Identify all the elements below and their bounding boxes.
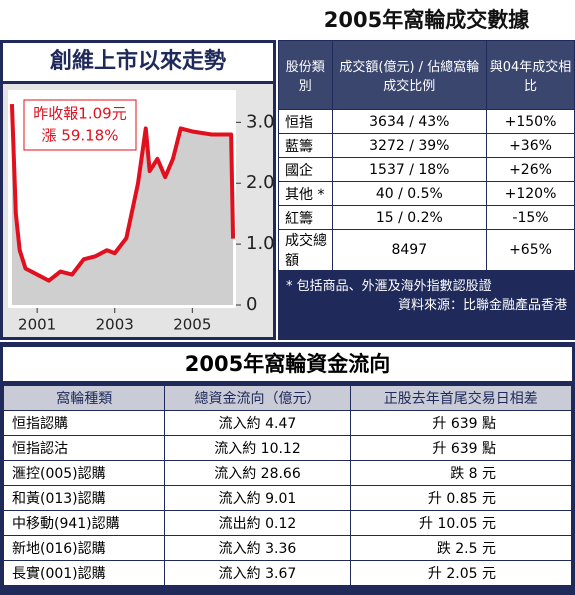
header-row: 股份類別 成交額(億元) / 佔總窩輪成交比例 與04年成交相比 [278,40,575,110]
row: 其他 * 40 / 0.5% +120% [278,181,575,206]
cell: 升 0.85 元 [349,485,573,511]
header-cell: 與04年成交相比 [486,40,575,110]
x-tick-label: 2001 [18,316,56,334]
cell: 升 639 點 [349,435,573,461]
cell: 恒指 [278,109,333,134]
cell: +65% [486,229,575,271]
y-tick-label: 2.0 [246,172,275,193]
cell: 流入約 10.12 [164,435,351,461]
cell: 其他 * [278,181,333,206]
turnover-table: 股份類別 成交額(億元) / 佔總窩輪成交比例 與04年成交相比 恒指 3634 / 4… [278,40,575,271]
row: 新地(016)認購 流入約 3.36 跌 2.5 元 [2,535,573,561]
header-cell: 正股去年首尾交易日相差 [349,385,573,411]
x-tick-label: 2003 [96,316,134,334]
cell: 升 2.05 元 [349,560,573,586]
row: 恒指 3634 / 43% +150% [278,109,575,134]
cell: 紅籌 [278,205,333,230]
cell: +26% [486,157,575,182]
y-tick-label: 3.0 [246,111,275,132]
flow-table: 窩輪種類 總資金流向（億元） 正股去年首尾交易日相差 恒指認購 流入約 4.47 升 63… [2,385,573,586]
row: 藍籌 3272 / 39% +36% [278,133,575,158]
cell: 40 / 0.5% [331,181,488,206]
annotation: 漲 59.18% [42,127,119,145]
cell: 跌 8 元 [349,460,573,486]
cell: 滙控(005)認購 [2,460,166,486]
cell: 藍籌 [278,133,333,158]
cell: +120% [486,181,575,206]
cell: 長實(001)認購 [2,560,166,586]
row: 成交總額 8497 +65% [278,229,575,271]
header-cell: 股份類別 [278,40,333,110]
table-title: 2005年窩輪資金流向 [3,347,572,381]
cell: 流入約 3.67 [164,560,351,586]
cell: 新地(016)認購 [2,535,166,561]
header-cell: 窩輪種類 [2,385,166,411]
annotation-box [23,99,137,151]
cell: 成交總額 [278,229,333,271]
cell: 15 / 0.2% [331,205,488,230]
row: 和黃(013)認購 流入約 9.01 升 0.85 元 [2,485,573,511]
row: 恒指認購 流入約 4.47 升 639 點 [2,410,573,436]
table-title: 2005年窩輪成交數據 [323,8,530,32]
area [11,104,234,306]
cell: 3634 / 43% [331,109,488,134]
annotation: 昨收報1.09元 [33,105,126,123]
cell: 流入約 9.01 [164,485,351,511]
cell: -15% [486,205,575,230]
cell: 中移動(941)認購 [2,510,166,536]
cell: 跌 2.5 元 [349,535,573,561]
chart-title: 創維上市以來走勢 [3,43,273,81]
cell: 流出約 0.12 [164,510,351,536]
row: 中移動(941)認購 流出約 0.12 升 10.05 元 [2,510,573,536]
x-tick-label: 2005 [173,316,211,334]
row: 國企 1537 / 18% +26% [278,157,575,182]
cell: +150% [486,109,575,134]
row: 恒指認沽 流入約 10.12 升 639 點 [2,435,573,461]
header-cell: 總資金流向（億元） [164,385,351,411]
cell: 升 639 點 [349,410,573,436]
row: 紅籌 15 / 0.2% -15% [278,205,575,230]
cell: 和黃(013)認購 [2,485,166,511]
cell: 恒指認沽 [2,435,166,461]
cell: 升 10.05 元 [349,510,573,536]
row: 滙控(005)認購 流入約 28.66 跌 8 元 [2,460,573,486]
chart-panel: 0 1.0 2.0 3.0 2001 2003 2005 昨收報1.09元漲 59.18% 創… [0,40,276,340]
line [9,104,236,283]
header-row: 窩輪種類 總資金流向（億元） 正股去年首尾交易日相差 [2,385,573,411]
source: 資料來源：比聯金融產品香港 [397,298,567,313]
cell: +36% [486,133,575,158]
cell: 8497 [331,229,488,271]
cell: 流入約 28.66 [164,460,351,486]
cell: 流入約 3.36 [164,535,351,561]
row: 長實(001)認購 流入約 3.67 升 2.05 元 [2,560,573,586]
cell: 恒指認購 [2,410,166,436]
footer: * 包括商品、外滙及海外指數認股證 資料來源：比聯金融產品香港 [278,271,575,321]
footnote: * 包括商品、外滙及海外指數認股證 [286,279,492,294]
y-tick-label: 1.0 [246,233,275,254]
flow-panel: 2005年窩輪資金流向 窩輪種類 總資金流向（億元） 正股去年首尾交易日相差 恒指認購… [0,342,575,595]
turnover-panel: 股份類別 成交額(億元) / 佔總窩輪成交比例 與04年成交相比 恒指 3634 / 4… [278,40,575,340]
header-cell: 成交額(億元) / 佔總窩輪成交比例 [331,40,488,110]
cell: 流入約 4.47 [164,410,351,436]
cell: 1537 / 18% [331,157,488,182]
cell: 3272 / 39% [331,133,488,158]
cell: 國企 [278,157,333,182]
y-tick-label: 0 [246,294,257,315]
